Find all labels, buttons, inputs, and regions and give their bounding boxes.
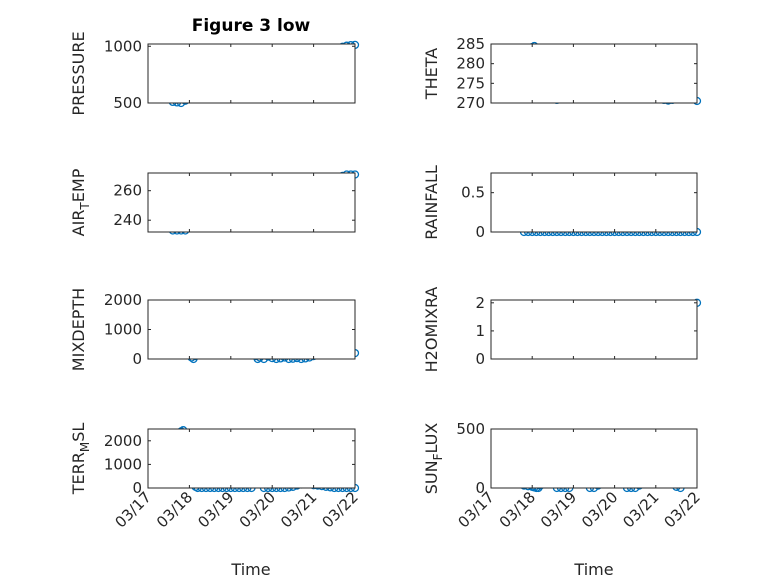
panel-terr-msl: 010002000TERRMSL03/1703/1803/1903/2003/2… xyxy=(69,423,362,532)
axis-frame xyxy=(490,428,698,489)
panel-air-temp: 240 260 AIRTEMP xyxy=(69,168,360,236)
panel-mixdepth: 0 1000 2000 MIXDEPTH xyxy=(69,288,360,371)
x-axis-label-left: Time xyxy=(230,560,270,579)
y-tick-label: 285 xyxy=(456,35,485,53)
axis-frame xyxy=(147,172,356,233)
axis-frame xyxy=(490,43,698,104)
panel-h2omixra: 0 1 2 H2OMIXRA xyxy=(422,287,702,373)
y-tick-label: 0 xyxy=(475,223,485,241)
x-tick-label: 03/21 xyxy=(619,488,662,531)
figure-title: Figure 3 low xyxy=(192,16,311,36)
axis-frame xyxy=(490,299,698,360)
axis-frame xyxy=(147,43,356,104)
x-tick-label: 03/20 xyxy=(236,488,279,531)
y-tick-label: 260 xyxy=(113,182,142,200)
y-axis-label: MIXDEPTH xyxy=(69,288,88,371)
x-tick-label: 03/18 xyxy=(153,488,196,531)
y-axis-label: THETA xyxy=(422,48,441,100)
y-axis-label: TERRMSL xyxy=(69,423,92,496)
y-tick-label: 270 xyxy=(456,94,485,112)
x-axis-label-right: Time xyxy=(573,560,613,579)
y-tick-label: 0 xyxy=(132,479,142,497)
panel-rainfall: 0 0.5 RAINFALL xyxy=(422,165,702,241)
y-axis-label: H2OMIXRA xyxy=(422,287,441,373)
y-tick-label: 2000 xyxy=(104,291,142,309)
y-tick-label: 240 xyxy=(113,211,142,229)
x-tick-label: 03/21 xyxy=(277,488,320,531)
y-tick-label: 1000 xyxy=(104,455,142,473)
x-tick-label: 03/22 xyxy=(661,488,704,531)
x-tick-label: 03/22 xyxy=(319,488,362,531)
y-tick-label: 0 xyxy=(132,350,142,368)
y-tick-label: 280 xyxy=(456,55,485,73)
y-tick-label: 1000 xyxy=(104,37,142,55)
y-tick-label: 0 xyxy=(475,479,485,497)
panel-pressure: 500 1000 PRESSURE xyxy=(69,31,360,116)
axis-frame xyxy=(147,428,356,489)
x-tick-label: 03/20 xyxy=(578,488,621,531)
y-axis-label: AIRTEMP xyxy=(69,168,92,236)
y-axis-label: SUNFLUX xyxy=(422,423,445,495)
x-tick-label: 03/19 xyxy=(194,488,237,531)
y-tick-label: 0.5 xyxy=(461,184,485,202)
axis-frame xyxy=(147,299,356,360)
y-tick-label: 1 xyxy=(475,322,485,340)
x-tick-label: 03/18 xyxy=(496,488,539,531)
y-axis-label: PRESSURE xyxy=(69,31,88,115)
y-axis-label: RAINFALL xyxy=(422,165,441,240)
y-tick-label: 500 xyxy=(456,420,485,438)
axis-frame xyxy=(490,172,698,233)
y-tick-label: 2000 xyxy=(104,432,142,450)
x-tick-label: 03/19 xyxy=(537,488,580,531)
y-tick-label: 275 xyxy=(456,74,485,92)
y-tick-label: 500 xyxy=(113,94,142,112)
y-tick-label: 0 xyxy=(475,350,485,368)
y-tick-label: 1000 xyxy=(104,321,142,339)
panel-sun-flux: 0500SUNFLUX03/1703/1803/1903/2003/2103/2… xyxy=(422,420,704,531)
y-tick-label: 2 xyxy=(475,294,485,312)
